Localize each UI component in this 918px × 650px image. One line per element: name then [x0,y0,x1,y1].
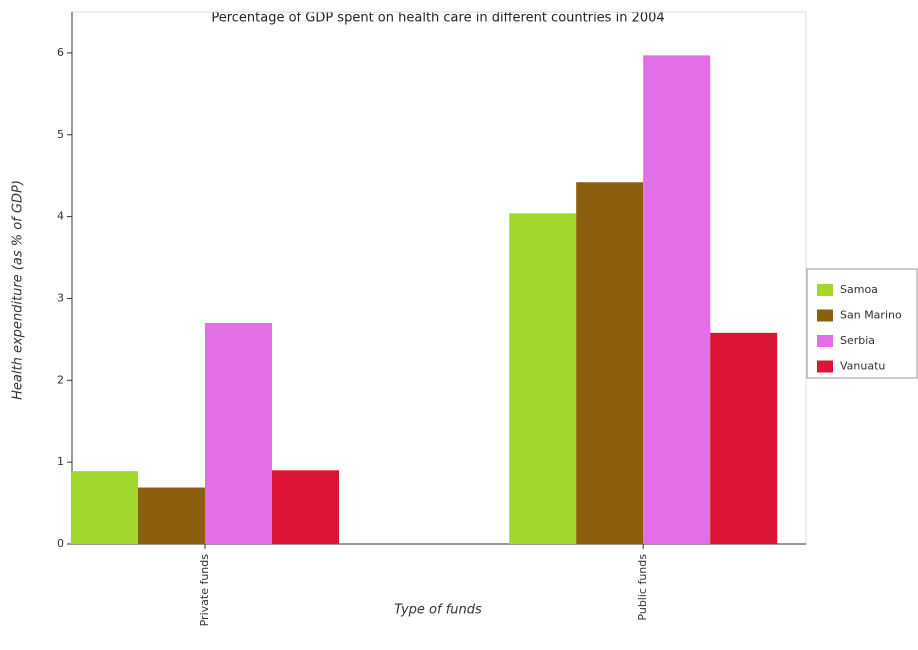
bar [205,323,272,544]
bar [272,470,339,544]
y-tick-label: 0 [57,537,64,550]
legend-label: Vanuatu [840,360,885,373]
bar [71,471,138,544]
y-tick-label: 3 [57,291,64,304]
x-axis-label: Type of funds [394,603,482,618]
chart-title: Percentage of GDP spent on health care i… [211,11,664,26]
bar [576,182,644,545]
y-tick-label: 4 [57,210,64,223]
legend-swatch [817,360,833,373]
y-tick-label: 1 [57,455,64,468]
x-tick-label: Public funds [636,554,649,621]
bar [509,213,577,544]
y-tick-label: 6 [57,46,64,59]
bar [138,487,205,544]
legend-label: Serbia [840,334,875,347]
y-tick-label: 2 [57,373,64,386]
legend-swatch [817,284,833,296]
y-axis-label: Health expenditure (as % of GDP) [11,180,26,400]
legend-swatch [817,335,833,347]
y-tick-label: 5 [57,128,64,141]
legend-swatch [817,309,833,322]
legend-label: Samoa [840,283,878,296]
bar [643,55,711,545]
legend-label: San Marino [840,309,902,322]
bar [710,332,778,544]
x-tick-label: Private funds [198,554,211,627]
